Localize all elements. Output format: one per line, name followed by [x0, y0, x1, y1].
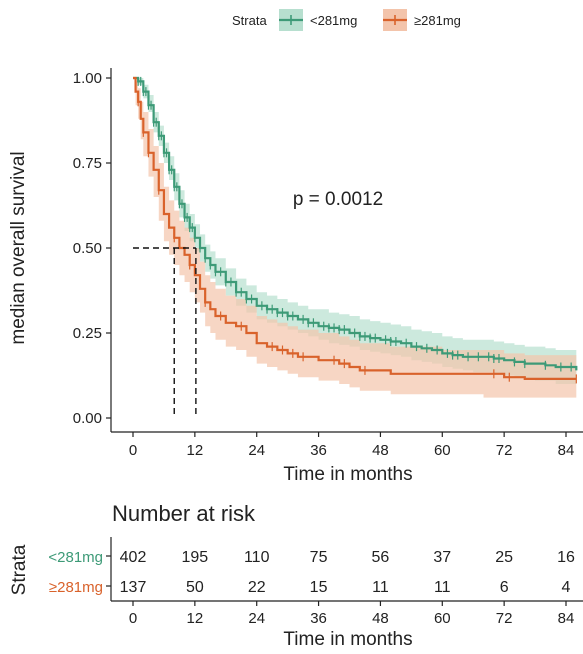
y-tick-label: 0.00: [73, 410, 102, 427]
risk-x-tick-label: 72: [496, 610, 513, 627]
risk-count: 25: [495, 549, 513, 566]
median-lines: [133, 247, 197, 418]
risk-x-tick-label: 36: [310, 610, 327, 627]
legend: Strata <281mg ≥281mg: [232, 9, 461, 31]
legend-items: <281mg ≥281mg: [279, 9, 461, 31]
y-axis-title: median overall survival: [8, 151, 29, 344]
risk-table-ylabel: Strata: [9, 544, 30, 595]
risk-count: 402: [120, 549, 147, 566]
x-ticks: 0 12 24 36 48 60 72 84: [129, 432, 575, 459]
ci-band-1: [133, 78, 577, 398]
x-tick-label: 12: [187, 442, 204, 459]
risk-count: 37: [433, 549, 451, 566]
legend-title: Strata: [232, 13, 267, 28]
censor-marks: [137, 76, 577, 384]
risk-x-tick-label: 48: [372, 610, 389, 627]
risk-row-label-0: <281mg: [48, 549, 103, 566]
x-tick-label: 60: [434, 442, 451, 459]
risk-x-axis-title: Time in months: [283, 629, 412, 650]
risk-count: 110: [244, 549, 270, 566]
plot-area: 0.00 0.25 0.50 0.75 1.00 0 12 24 36 48 60 72 84 Tim…: [8, 68, 583, 485]
x-tick-label: 0: [129, 442, 137, 459]
x-tick-label: 36: [310, 442, 327, 459]
risk-x-tick-label: 24: [248, 610, 265, 627]
risk-x-ticks: 0 12 24 36 48 60 72 84: [129, 601, 575, 627]
legend-label-1: ≥281mg: [414, 13, 461, 28]
risk-count: 50: [186, 579, 204, 596]
risk-rows: <281mg 402 195 110 75 56 37 25 16 ≥281mg 137 50 22 15…: [48, 549, 575, 596]
risk-count: 22: [248, 579, 266, 596]
risk-x-tick-label: 60: [434, 610, 451, 627]
risk-count: 11: [434, 579, 451, 596]
risk-count: 75: [310, 549, 328, 566]
x-tick-label: 24: [248, 442, 265, 459]
risk-count: 11: [372, 579, 389, 596]
y-tick-label: 0.75: [73, 155, 102, 172]
y-ticks: 0.00 0.25 0.50 0.75 1.00: [73, 70, 111, 427]
risk-count: 15: [310, 579, 328, 596]
risk-count: 195: [182, 549, 209, 566]
y-tick-label: 1.00: [73, 70, 102, 87]
y-tick-label: 0.25: [73, 325, 102, 342]
risk-table: Number at risk Strata <281mg 402 195 110 75 5…: [9, 501, 583, 650]
risk-count: 4: [562, 579, 571, 596]
risk-count: 16: [557, 549, 575, 566]
risk-x-tick-label: 12: [187, 610, 204, 627]
x-axis-title: Time in months: [283, 464, 412, 485]
x-tick-label: 72: [496, 442, 513, 459]
risk-row-label-1: ≥281mg: [49, 579, 103, 596]
risk-count: 56: [372, 549, 390, 566]
y-tick-label: 0.50: [73, 240, 102, 257]
p-value-annotation: p = 0.0012: [293, 189, 383, 210]
confidence-bands: [133, 78, 577, 398]
x-tick-label: 48: [372, 442, 389, 459]
risk-x-tick-label: 0: [129, 610, 137, 627]
risk-table-title: Number at risk: [112, 501, 256, 526]
x-tick-label: 84: [558, 442, 575, 459]
risk-x-tick-label: 84: [558, 610, 575, 627]
risk-count: 6: [500, 579, 509, 596]
legend-label-0: <281mg: [310, 13, 357, 28]
survival-curve-1: [133, 76, 577, 380]
risk-count: 137: [120, 579, 147, 596]
